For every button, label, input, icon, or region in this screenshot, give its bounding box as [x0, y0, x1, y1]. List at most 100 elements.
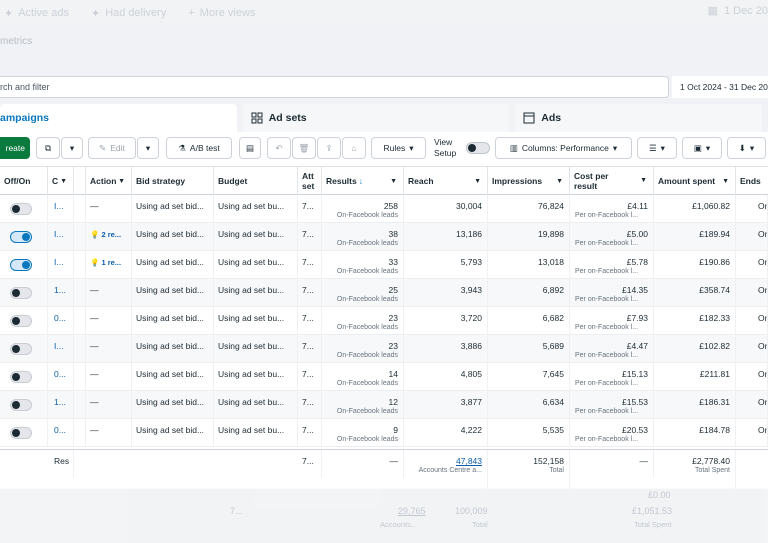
- delivery-toggle[interactable]: [10, 371, 32, 383]
- ends-cell: On: [736, 279, 768, 307]
- toggle-knob: [12, 429, 20, 437]
- reports-button[interactable]: ▣ ▾: [682, 137, 722, 159]
- clipboard-icon: ▤: [245, 142, 255, 153]
- chevron-down-icon: ▼: [556, 177, 563, 185]
- edit-button[interactable]: ✎ Edit: [88, 137, 136, 159]
- export-download-button[interactable]: ⬇ ▾: [727, 137, 766, 159]
- columns-button[interactable]: ▥ Columns: Performance ▾: [495, 137, 632, 159]
- duplicate-menu-button[interactable]: ▾: [61, 137, 83, 159]
- recommendation-link[interactable]: 💡 1 re...: [90, 258, 122, 267]
- col-budget[interactable]: Budget: [214, 167, 298, 195]
- actions-cell: —: [86, 307, 132, 335]
- tab-ads[interactable]: Ads: [515, 104, 762, 132]
- c-cell[interactable]: 1...: [48, 279, 74, 307]
- col-reach[interactable]: Reach ▼: [404, 167, 488, 195]
- bid-strategy-cell: Using ad set bid...: [132, 363, 214, 391]
- toggle-knob: [12, 317, 20, 325]
- off-on-cell: [0, 223, 48, 251]
- clipboard-button[interactable]: ▤: [239, 137, 261, 159]
- delivery-toggle[interactable]: [10, 231, 32, 243]
- c-cell[interactable]: I...: [48, 223, 74, 251]
- top-date-picker[interactable]: ▦ 1 Dec 20: [707, 4, 768, 18]
- delivery-toggle[interactable]: [10, 427, 32, 439]
- total-results: —: [322, 450, 404, 478]
- view-tab-more-views[interactable]: + More views: [188, 7, 256, 19]
- col-bid-strategy[interactable]: Bid strategy: [132, 167, 214, 195]
- table-row[interactable]: 1... — Using ad set bid... Using ad set …: [0, 279, 768, 307]
- c-cell[interactable]: I...: [48, 251, 74, 279]
- c-cell[interactable]: I...: [48, 195, 74, 223]
- results-cell: 33 On-Facebook leads: [322, 251, 404, 279]
- delivery-toggle[interactable]: [10, 315, 32, 327]
- table-row[interactable]: 1... — Using ad set bid... Using ad set …: [0, 391, 768, 419]
- c-cell[interactable]: I...: [48, 335, 74, 363]
- table-row[interactable]: 0... — Using ad set bid... Using ad set …: [0, 307, 768, 335]
- tab-ad-sets[interactable]: Ad sets: [242, 104, 510, 132]
- view-tab-active-ads[interactable]: ✦ Active ads: [4, 7, 69, 20]
- table-row[interactable]: I... — Using ad set bid... Using ad set …: [0, 195, 768, 223]
- breakdown-button[interactable]: ☰ ▾: [637, 137, 677, 159]
- chevron-down-icon: ▼: [390, 177, 397, 185]
- delivery-toggle[interactable]: [10, 203, 32, 215]
- export-icon: ⇪: [325, 142, 333, 153]
- table-row[interactable]: 0... — Using ad set bid... Using ad set …: [0, 363, 768, 391]
- lightbulb-icon: 💡: [90, 230, 100, 239]
- col-amount-spent[interactable]: Amount spent ▼: [654, 167, 736, 195]
- search-filter-input[interactable]: rch and filter: [0, 76, 669, 98]
- c-cell[interactable]: 1...: [48, 391, 74, 419]
- table-row[interactable]: 0... — Using ad set bid... Using ad set …: [0, 419, 768, 447]
- actions-cell: —: [86, 363, 132, 391]
- actions-cell: —: [86, 391, 132, 419]
- delivery-toggle[interactable]: [10, 259, 32, 271]
- c-cell[interactable]: 0...: [48, 363, 74, 391]
- tab-campaigns[interactable]: ampaigns: [0, 104, 237, 132]
- edit-menu-button[interactable]: ▾: [137, 137, 159, 159]
- recommendation-link[interactable]: 💡 2 re...: [90, 230, 122, 239]
- date-range-picker[interactable]: 1 Oct 2024 - 31 Dec 20: [672, 76, 768, 98]
- view-tab-had-delivery[interactable]: ✦ Had delivery: [90, 7, 167, 20]
- amount-spent-cell: £358.74: [654, 279, 736, 307]
- reach-cell: 30,004: [404, 195, 488, 223]
- arrow-down-icon: ↓: [358, 176, 363, 186]
- undo-icon: ↶: [275, 142, 283, 153]
- delete-button[interactable]: 🗑: [292, 137, 316, 159]
- create-button[interactable]: reate: [0, 137, 30, 159]
- impressions-cell: 5,689: [488, 335, 570, 363]
- c-cell[interactable]: 0...: [48, 419, 74, 447]
- col-off-on[interactable]: Off/On: [0, 167, 48, 195]
- col-results[interactable]: Results ↓ ▼: [322, 167, 404, 195]
- table-row[interactable]: I... — Using ad set bid... Using ad set …: [0, 335, 768, 363]
- col-ends[interactable]: Ends: [740, 176, 761, 186]
- results-cell: 9 On-Facebook leads: [322, 419, 404, 447]
- total-reach: 47,843 Accounts Centre a...: [404, 450, 488, 490]
- attribution-cell: 7...: [298, 251, 322, 279]
- delivery-toggle[interactable]: [10, 343, 32, 355]
- c-cell[interactable]: 0...: [48, 307, 74, 335]
- impressions-cell: 7,645: [488, 363, 570, 391]
- ends-cell: On: [736, 419, 768, 447]
- delivery-toggle[interactable]: [10, 399, 32, 411]
- col-attribution[interactable]: Att set: [298, 167, 322, 195]
- reach-cell: 13,186: [404, 223, 488, 251]
- col-c[interactable]: C ▼: [48, 167, 74, 195]
- col-impressions[interactable]: Impressions ▼: [488, 167, 570, 195]
- table-row[interactable]: I... 💡 1 re... Using ad set bid... Using…: [0, 251, 768, 279]
- col-actions[interactable]: Action ▼: [86, 167, 132, 195]
- ends-cell: On: [736, 307, 768, 335]
- cost-per-result-cell: £15.13 Per on-Facebook l...: [570, 363, 654, 391]
- view-setup-toggle[interactable]: [466, 142, 490, 154]
- attribution-cell: 7...: [298, 419, 322, 447]
- table-row[interactable]: I... 💡 2 re... Using ad set bid... Using…: [0, 223, 768, 251]
- col-cost-per-result[interactable]: Cost per result ▼: [570, 167, 654, 195]
- delivery-toggle[interactable]: [10, 287, 32, 299]
- ab-test-button[interactable]: ⚗ A/B test: [166, 137, 232, 159]
- total-attribution: 7...: [298, 450, 322, 478]
- rules-button[interactable]: Rules ▾: [371, 137, 426, 159]
- undo-button[interactable]: ↶: [267, 137, 291, 159]
- total-amount-spent: £2,778.40 Total Spent: [654, 450, 736, 490]
- actions-cell: —: [86, 419, 132, 447]
- cost-per-result-cell: £4.47 Per on-Facebook l...: [570, 335, 654, 363]
- duplicate-button[interactable]: ⧉: [36, 137, 60, 159]
- tag-button[interactable]: ⌂: [342, 137, 366, 159]
- export-button[interactable]: ⇪: [317, 137, 341, 159]
